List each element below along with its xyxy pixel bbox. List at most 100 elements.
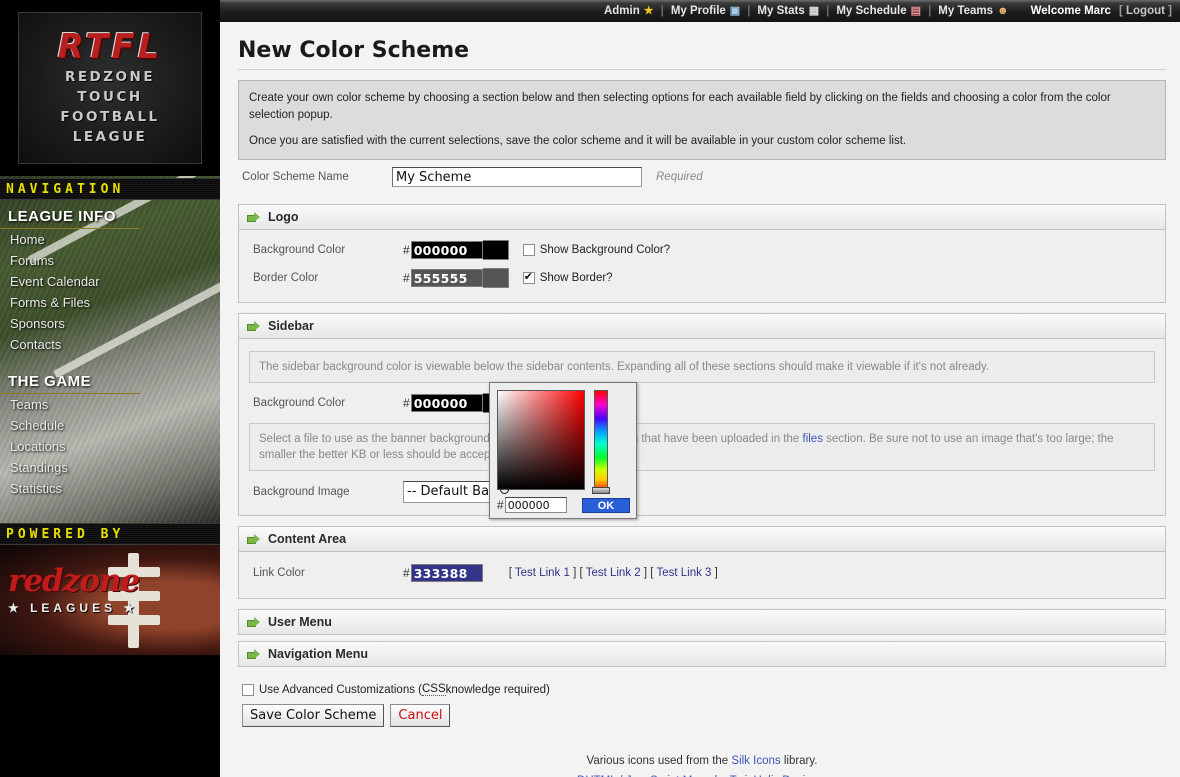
bracket-open-3: [: [650, 567, 654, 579]
topbar-item-my-teams[interactable]: My Teams ☻: [938, 5, 1008, 17]
turf-background-lower: [0, 655, 220, 777]
silk-icons-link[interactable]: Silk Icons: [731, 755, 781, 767]
bracket-close-1: ]: [573, 567, 577, 579]
logo-border-color-input[interactable]: 555555: [410, 269, 483, 287]
logo-line-3: FOOTBALL: [60, 109, 160, 125]
color-picker-popup[interactable]: # 000000 OK: [489, 382, 637, 519]
color-picker-hex-input[interactable]: 000000: [504, 497, 567, 513]
intro-info-box: Create your own color scheme by choosing…: [238, 80, 1166, 160]
saturation-value-gradient[interactable]: [497, 390, 585, 494]
color-picker-marker[interactable]: [500, 485, 509, 494]
save-color-scheme-button[interactable]: Save Color Scheme: [242, 704, 385, 727]
intro-paragraph-1: Create your own color scheme by choosing…: [249, 92, 1111, 121]
topbar-item-my-schedule[interactable]: My Schedule ▤: [836, 5, 921, 17]
leagues-wordmark: ★ LEAGUES ★: [8, 601, 139, 615]
section-body-content-area: Link Color # 333388 [ Test Link 1 ] [ Te…: [238, 552, 1166, 599]
image-note-part-a: Select a file to use as the banner backg…: [259, 433, 490, 445]
test-link-2[interactable]: Test Link 2: [585, 567, 641, 579]
sidebar-item-sponsors[interactable]: Sponsors: [10, 316, 65, 331]
color-picker-ok-button[interactable]: OK: [582, 497, 630, 513]
logo-acronym: RTFL: [57, 27, 163, 67]
topbar-link-admin[interactable]: Admin: [603, 5, 640, 17]
color-picker-hex-wrapper: # 000000: [497, 497, 567, 513]
section-title-content-area: Content Area: [268, 532, 347, 546]
logo-background-color-swatch[interactable]: [482, 240, 509, 260]
required-note: Required: [656, 171, 703, 183]
turf-background-upper: [0, 167, 220, 523]
navigation-band-label: NAVIGATION: [0, 178, 220, 200]
image-note-part-c: files that have been uploaded in the: [617, 433, 800, 445]
redzone-wordmark: redzone: [8, 563, 140, 599]
credits-text-b: library.: [783, 755, 818, 767]
logo-background-color-label: Background Color: [253, 244, 346, 256]
logo-border-color-field: # 555555: [403, 268, 509, 288]
sidebar-item-forums[interactable]: Forums: [10, 253, 55, 268]
twinhelix-link[interactable]: DHTML / JavaScript Menu by TwinHelix Des…: [577, 775, 827, 777]
test-link-3[interactable]: Test Link 3: [656, 567, 712, 579]
logout-bracket-close: ]: [1168, 5, 1172, 17]
vcard-icon: ▣: [729, 4, 741, 17]
arrow-right-icon: [247, 648, 260, 660]
show-border-checkbox[interactable]: [522, 270, 535, 284]
topbar-item-admin[interactable]: Admin ★: [604, 5, 654, 17]
sidebar-item-event-calendar[interactable]: Event Calendar: [10, 274, 100, 289]
topbar-link-my-profile[interactable]: My Profile: [670, 5, 726, 17]
sidebar-item-forms-files[interactable]: Forms & Files: [10, 295, 91, 310]
section-header-navigation-menu[interactable]: Navigation Menu: [238, 641, 1166, 667]
sidebar-item-standings[interactable]: Standings: [10, 460, 68, 475]
topbar-item-my-profile[interactable]: My Profile ▣: [671, 5, 740, 17]
topbar-link-my-schedule[interactable]: My Schedule: [836, 5, 907, 17]
test-link-1[interactable]: Test Link 1: [514, 567, 570, 579]
page-title: New Color Scheme: [238, 38, 1166, 70]
topbar-separator-2: |: [747, 5, 751, 17]
show-background-color-checkbox[interactable]: [522, 244, 535, 256]
scheme-name-input[interactable]: [392, 167, 642, 187]
link-color-input[interactable]: 333388: [410, 564, 483, 582]
star-icon: ★: [643, 4, 654, 17]
section-header-content-area[interactable]: Content Area: [238, 526, 1166, 552]
user-group-icon: ☻: [997, 4, 1009, 17]
sidebar-item-schedule[interactable]: Schedule: [10, 418, 65, 433]
intro-paragraph-2: Once you are satisfied with the current …: [249, 135, 907, 147]
logo-line-2: TOUCH: [77, 89, 143, 105]
advanced-customizations-checkbox[interactable]: [242, 683, 254, 696]
sidebar-background-image-row: Background Image -- Default Ba: [249, 477, 1155, 505]
topbar-item-my-stats[interactable]: My Stats ▦: [757, 5, 819, 17]
hash-prefix: #: [403, 396, 410, 410]
section-header-sidebar[interactable]: Sidebar: [238, 313, 1166, 339]
logo-background-color-row: Background Color # 000000 Show Backgroun…: [249, 236, 1155, 264]
background-image-select[interactable]: -- Default Ba: [403, 481, 513, 503]
image-note-part-f: KB or less should be acceptable.: [351, 449, 519, 461]
redzone-leagues-logo: redzone ★ LEAGUES ★: [0, 545, 220, 655]
topbar-link-my-teams[interactable]: My Teams: [938, 5, 994, 17]
cancel-button[interactable]: Cancel: [390, 704, 451, 727]
sidebar-item-contacts[interactable]: Contacts: [10, 337, 62, 352]
sidebar-item-teams[interactable]: Teams: [10, 397, 49, 412]
show-background-color-label: Show Background Color?: [539, 244, 671, 256]
hue-strip[interactable]: [594, 390, 608, 490]
page-credits: Various icons used from the Silk Icons l…: [238, 751, 1166, 777]
sidebar-item-statistics[interactable]: Statistics: [10, 481, 63, 496]
sidebar-item-home[interactable]: Home: [10, 232, 45, 247]
logout-link[interactable]: Logout: [1126, 5, 1165, 17]
files-link[interactable]: files: [802, 433, 823, 445]
show-border-label: Show Border?: [539, 272, 613, 284]
hash-prefix: #: [403, 271, 410, 285]
logo-background-color-input[interactable]: 000000: [410, 241, 483, 259]
bracket-open-1: [: [508, 567, 512, 579]
image-note-part-d: section. Be sure not to use an: [826, 433, 979, 445]
section-body-sidebar: The sidebar background color is viewable…: [238, 339, 1166, 516]
topbar-link-my-stats[interactable]: My Stats: [757, 5, 805, 17]
sidebar-background-color-input[interactable]: 000000: [410, 394, 483, 412]
bracket-open-2: [: [579, 567, 583, 579]
section-header-user-menu[interactable]: User Menu: [238, 609, 1166, 635]
logo-background-color-field: # 000000: [403, 240, 509, 260]
logo-border-color-swatch[interactable]: [482, 268, 509, 288]
bracket-close-3: ]: [714, 567, 718, 579]
advanced-label-part-a: Use Advanced Customizations (: [259, 683, 422, 696]
section-header-logo[interactable]: Logo: [238, 204, 1166, 230]
link-color-label: Link Color: [253, 567, 305, 579]
css-abbr: CSS: [422, 683, 446, 696]
hue-slider-handle[interactable]: [592, 487, 610, 494]
sidebar-item-locations[interactable]: Locations: [10, 439, 66, 454]
